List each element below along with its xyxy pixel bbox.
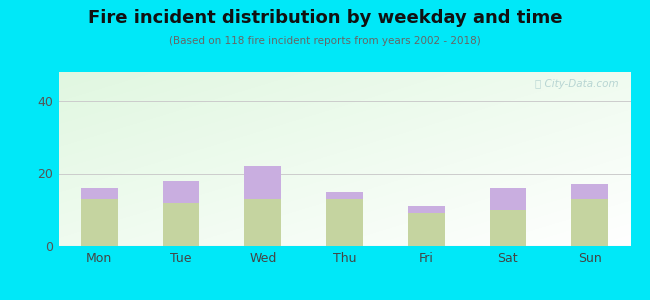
Legend: AM, PM: AM, PM bbox=[294, 299, 395, 300]
Bar bbox=[326, 199, 363, 246]
Bar bbox=[244, 199, 281, 246]
Bar bbox=[489, 210, 526, 246]
Bar bbox=[571, 184, 608, 199]
Text: Fire incident distribution by weekday and time: Fire incident distribution by weekday an… bbox=[88, 9, 562, 27]
Bar bbox=[81, 199, 118, 246]
Bar bbox=[81, 188, 118, 199]
Text: (Based on 118 fire incident reports from years 2002 - 2018): (Based on 118 fire incident reports from… bbox=[169, 36, 481, 46]
Bar bbox=[326, 192, 363, 199]
Text: Ⓢ City-Data.com: Ⓢ City-Data.com bbox=[536, 79, 619, 89]
Bar bbox=[489, 188, 526, 210]
Bar bbox=[162, 202, 200, 246]
Bar bbox=[162, 181, 200, 202]
Bar bbox=[408, 213, 445, 246]
Bar bbox=[571, 199, 608, 246]
Bar bbox=[408, 206, 445, 213]
Bar bbox=[244, 166, 281, 199]
